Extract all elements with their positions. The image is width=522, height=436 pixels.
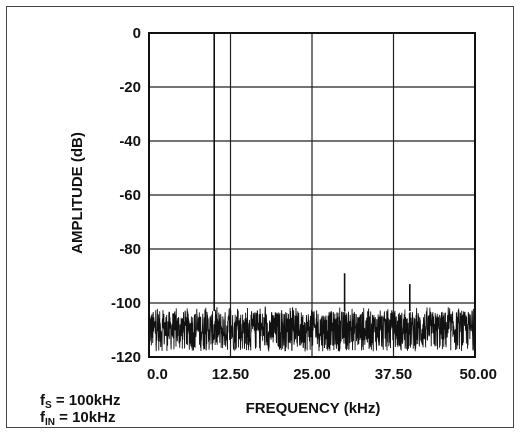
y-tick-label: -100 xyxy=(111,295,141,312)
noise-floor-trace xyxy=(148,305,476,352)
plot-border xyxy=(148,32,476,358)
x-tick-label: 25.00 xyxy=(293,366,331,383)
y-tick-label: -20 xyxy=(119,79,141,96)
grid xyxy=(148,32,476,358)
input-frequency-note: fIN = 10kHz xyxy=(40,409,115,428)
x-axis-ticks: 0.0 12.50 25.00 37.50 50.00 xyxy=(147,366,497,383)
y-tick-label: -80 xyxy=(119,241,141,258)
sample-rate-note: fS = 100kHz xyxy=(40,392,120,411)
x-tick-label: 0.0 xyxy=(147,366,168,383)
y-axis-title: AMPLITUDE (dB) xyxy=(69,132,86,254)
x-axis-title: FREQUENCY (kHz) xyxy=(246,400,381,417)
y-tick-label: -120 xyxy=(111,349,141,366)
x-tick-label: 37.50 xyxy=(375,366,413,383)
y-axis-ticks: 0 -20 -40 -60 -80 -100 -120 xyxy=(111,25,141,366)
y-tick-label: -40 xyxy=(119,133,141,150)
y-tick-label: -60 xyxy=(119,187,141,204)
x-tick-label: 50.00 xyxy=(459,366,497,383)
spectrum-plot xyxy=(148,33,476,352)
y-tick-label: 0 xyxy=(133,25,141,42)
x-tick-label: 12.50 xyxy=(212,366,250,383)
